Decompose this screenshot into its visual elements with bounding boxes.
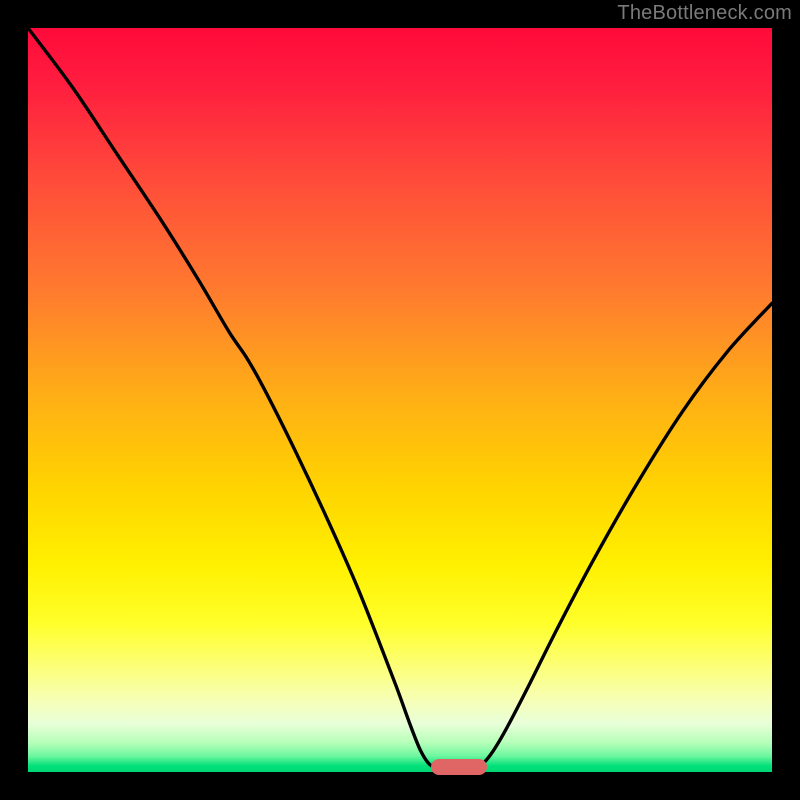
chart-frame: TheBottleneck.com — [0, 0, 800, 800]
watermark-text: TheBottleneck.com — [617, 2, 792, 25]
curve-layer — [28, 28, 772, 772]
bottleneck-curve — [28, 28, 772, 771]
bottleneck-marker — [431, 759, 487, 775]
plot-area — [25, 25, 775, 775]
